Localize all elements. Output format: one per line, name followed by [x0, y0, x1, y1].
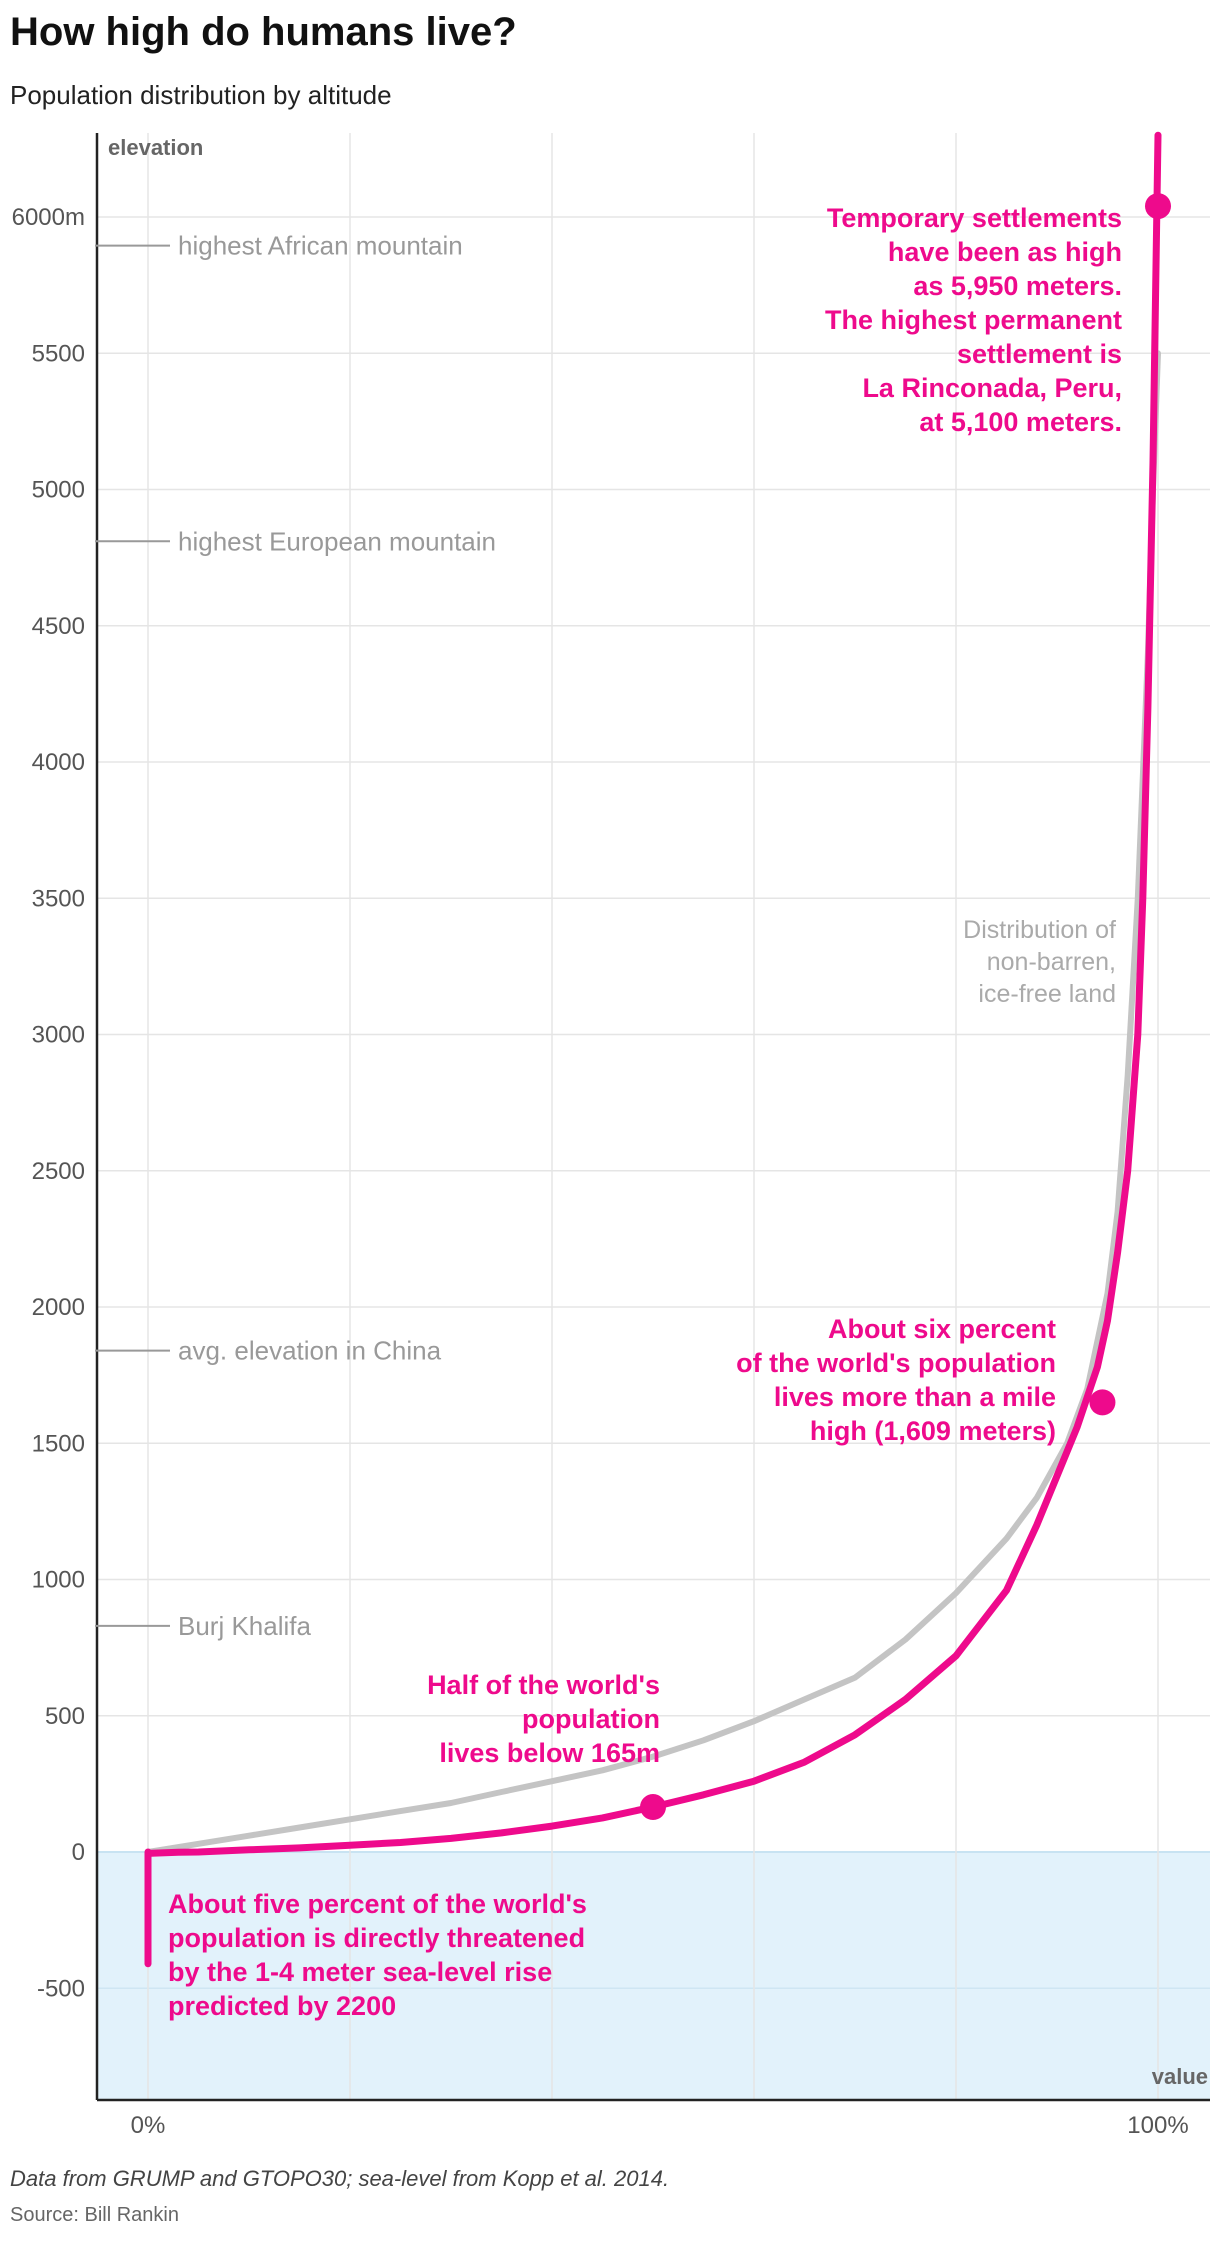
- y-tick-label: 5500: [32, 340, 85, 367]
- y-tick-label: 3500: [32, 885, 85, 912]
- reference-label: highest African mountain: [178, 231, 463, 261]
- x-tick-label: 100%: [1127, 2112, 1188, 2139]
- highlight-point: [1089, 1389, 1116, 1416]
- below-sea-level-band: [97, 1852, 1210, 2100]
- y-tick-label: 1000: [32, 1567, 85, 1594]
- median-annotation: lives below 165m: [439, 1738, 660, 1768]
- settlements-annotation: have been as high: [888, 237, 1122, 267]
- y-tick-label: 4000: [32, 749, 85, 776]
- mile-high-annotation: lives more than a mile: [774, 1382, 1056, 1412]
- y-tick-label: 2000: [32, 1294, 85, 1321]
- x-tick-label: 0%: [131, 2112, 166, 2139]
- y-tick-label: 0: [72, 1839, 85, 1866]
- chart-title: How high do humans live?: [10, 10, 517, 54]
- land-distribution-label: Distribution of: [963, 916, 1116, 944]
- reference-label: highest European mountain: [178, 526, 496, 556]
- median-annotation: Half of the world's: [427, 1670, 660, 1700]
- altitude-chart: 6000m55005000450040003500300025002000150…: [12, 131, 1210, 2139]
- mile-high-annotation: high (1,609 meters): [810, 1416, 1056, 1446]
- settlements-annotation: settlement is: [957, 339, 1122, 369]
- y-axis-title: elevation: [108, 135, 203, 160]
- highlight-point: [640, 1794, 666, 1821]
- sea-level-annotation: predicted by 2200: [168, 1991, 396, 2021]
- y-tick-label: 500: [45, 1703, 85, 1730]
- settlements-annotation: as 5,950 meters.: [913, 271, 1122, 301]
- y-tick-label: 4500: [32, 613, 85, 640]
- x-axis-title: value: [1152, 2064, 1208, 2089]
- y-tick-label: 1500: [32, 1430, 85, 1457]
- settlements-annotation: The highest permanent: [825, 305, 1122, 335]
- sea-level-annotation: population is directly threatened: [168, 1923, 585, 1953]
- highlight-point: [1145, 193, 1171, 220]
- y-tick-label: -500: [37, 1975, 85, 2002]
- median-annotation: population: [522, 1704, 660, 1734]
- y-tick-label: 5000: [32, 477, 85, 504]
- y-tick-label: 3000: [32, 1022, 85, 1049]
- reference-label: avg. elevation in China: [178, 1336, 442, 1366]
- mile-high-annotation: of the world's population: [736, 1348, 1056, 1378]
- settlements-annotation: at 5,100 meters.: [919, 407, 1122, 437]
- land-distribution-label: ice-free land: [978, 980, 1116, 1008]
- source-credit: Source: Bill Rankin: [10, 2204, 179, 2226]
- y-tick-label: 6000m: [12, 204, 85, 231]
- sea-level-annotation: About five percent of the world's: [168, 1889, 587, 1919]
- settlements-annotation: La Rinconada, Peru,: [862, 373, 1122, 403]
- reference-label: Burj Khalifa: [178, 1611, 311, 1641]
- mile-high-annotation: About six percent: [828, 1314, 1056, 1344]
- y-tick-label: 2500: [32, 1158, 85, 1185]
- settlements-annotation: Temporary settlements: [827, 203, 1122, 233]
- data-note: Data from GRUMP and GTOPO30; sea-level f…: [10, 2166, 670, 2191]
- land-distribution-label: non-barren,: [987, 948, 1116, 976]
- population-series-line: [144, 131, 1162, 1857]
- sea-level-annotation: by the 1-4 meter sea-level rise: [168, 1957, 552, 1987]
- chart-subtitle: Population distribution by altitude: [10, 80, 392, 110]
- land-series-line: [145, 350, 1161, 1855]
